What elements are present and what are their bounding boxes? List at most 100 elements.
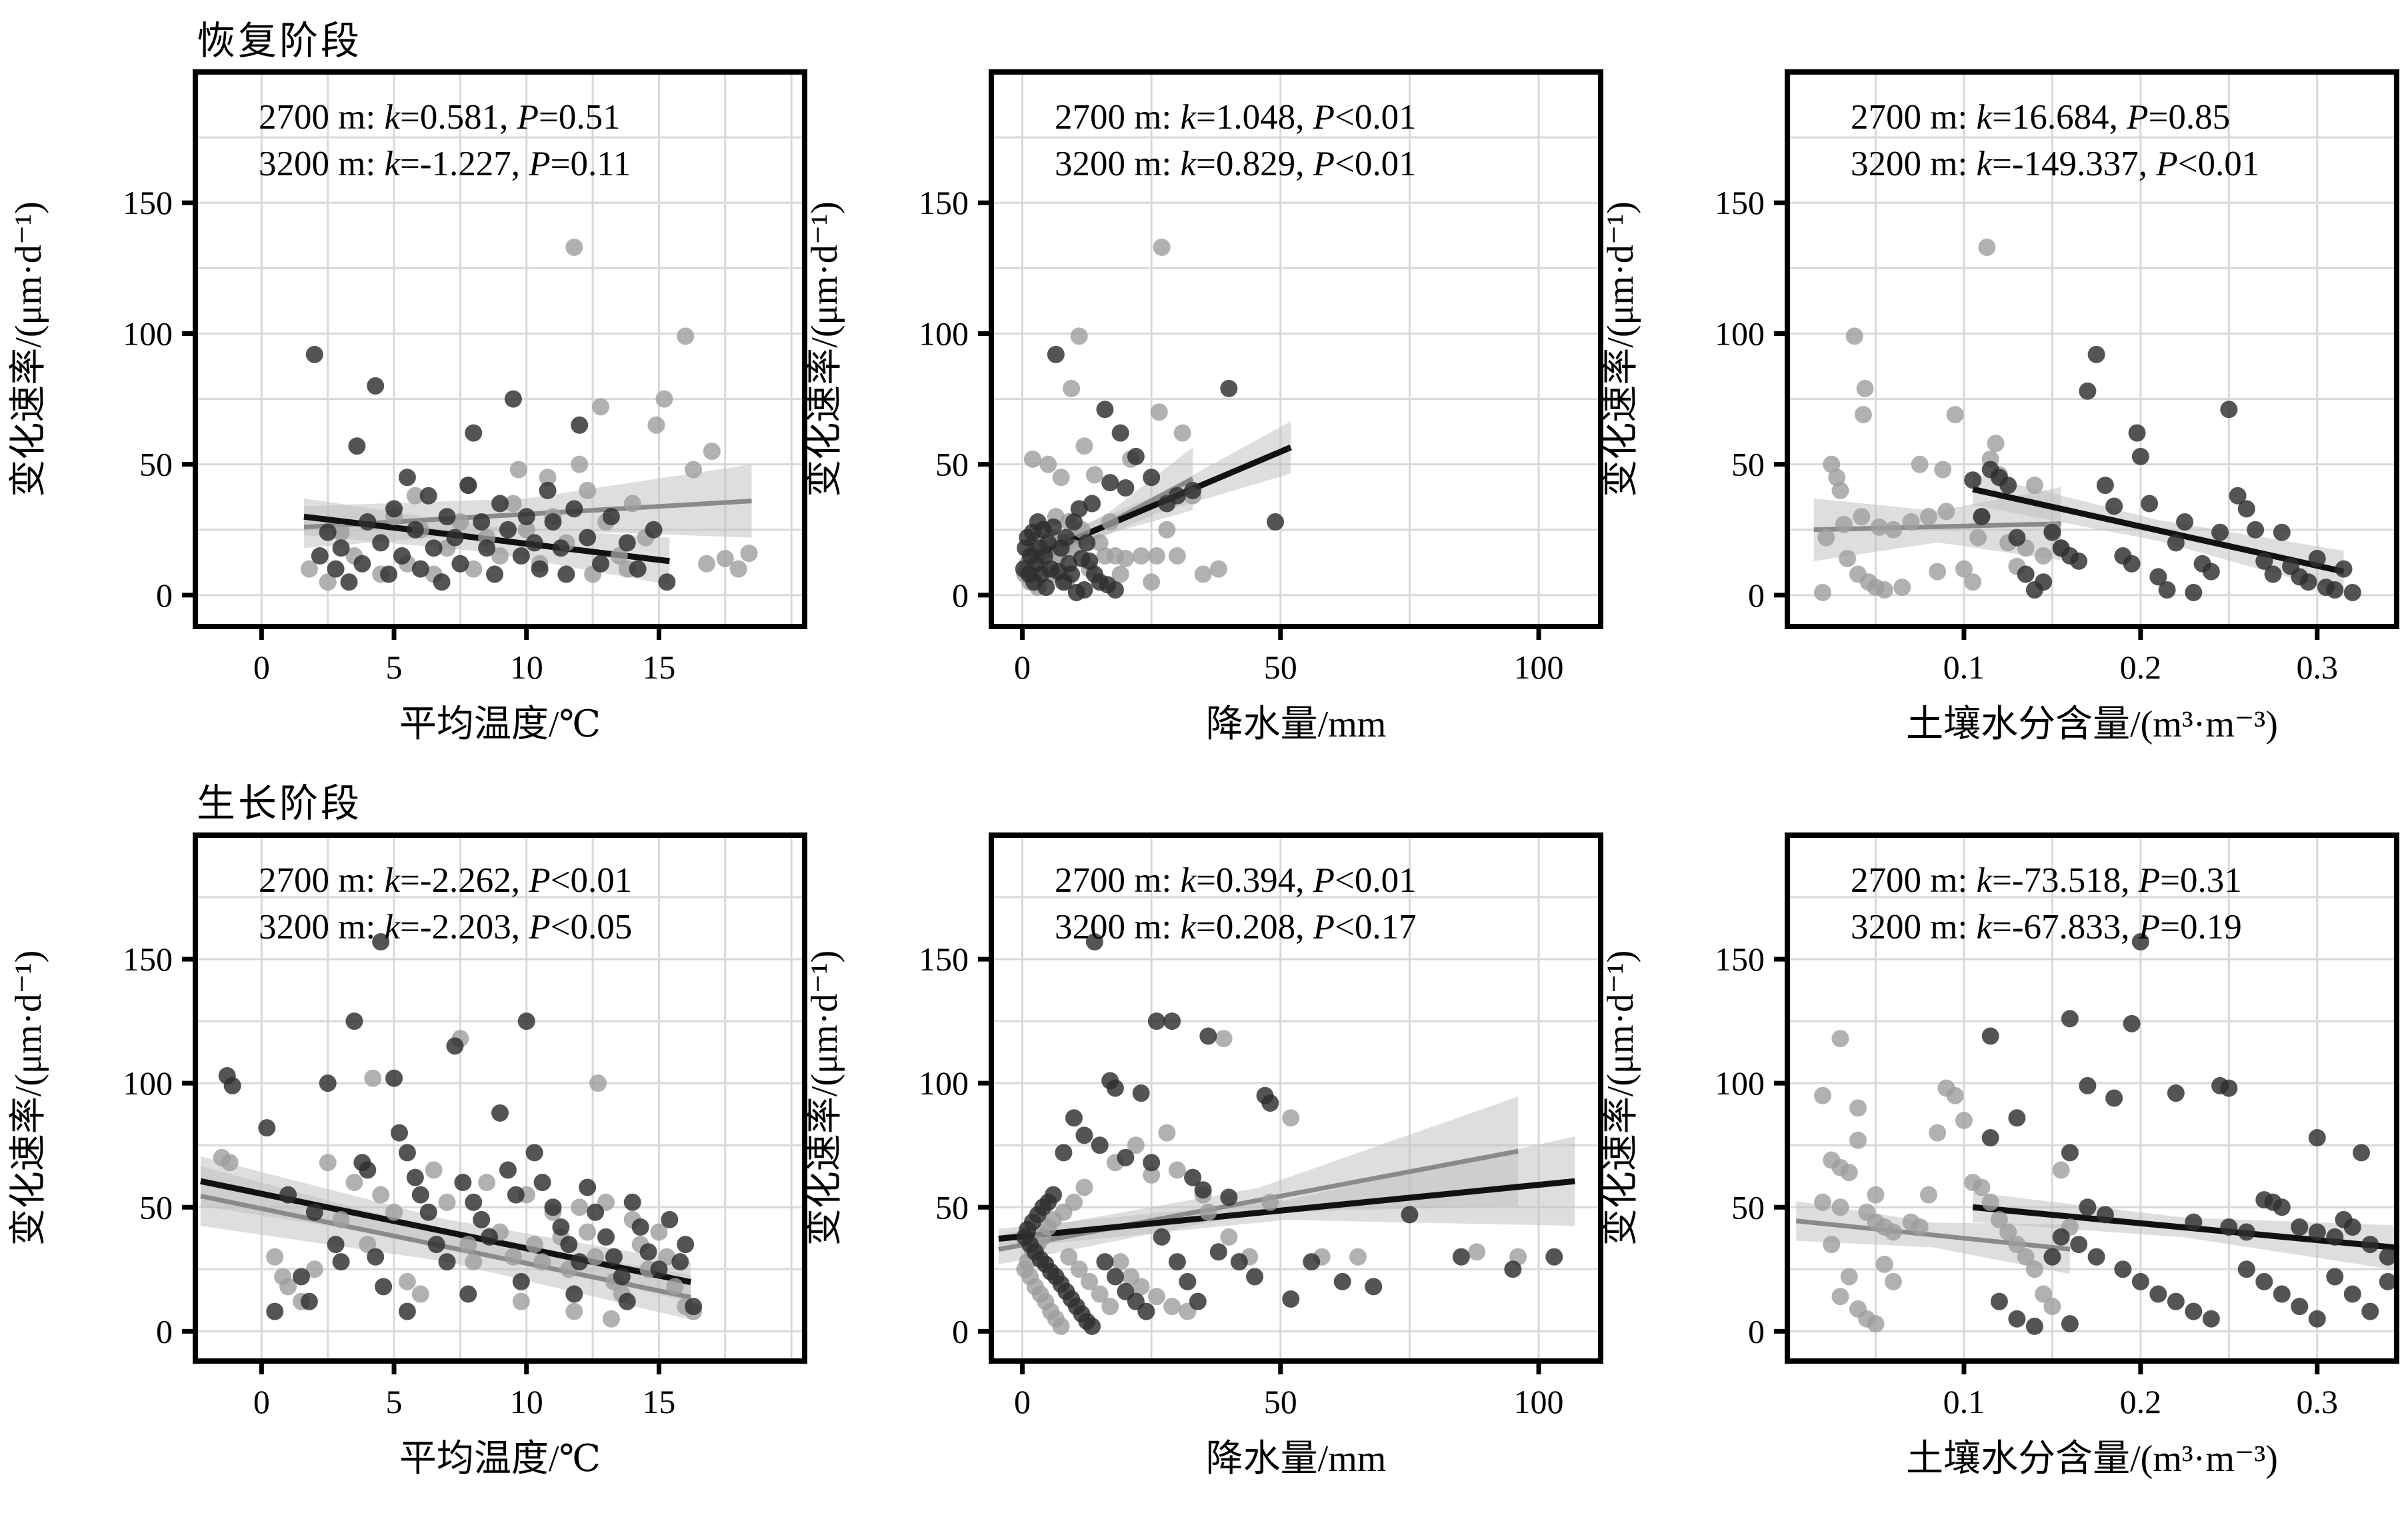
scatter-point-2700m bbox=[677, 327, 695, 345]
scatter-point-2700m bbox=[589, 1074, 607, 1092]
scatter-point-3200m bbox=[2308, 1223, 2326, 1241]
y-tick-label: 150 bbox=[1715, 940, 1765, 978]
x-tick-label: 0 bbox=[1014, 649, 1031, 686]
scatter-point-3200m bbox=[486, 565, 504, 583]
scatter-point-3200m bbox=[1981, 1027, 1999, 1045]
scatter-point-3200m bbox=[2185, 1213, 2203, 1231]
scatter-point-2700m bbox=[1063, 379, 1081, 397]
scatter-point-2700m bbox=[1823, 455, 1841, 473]
scatter-point-3200m bbox=[1106, 1079, 1124, 1097]
scatter-point-2700m bbox=[509, 461, 527, 479]
scatter-point-2700m bbox=[685, 461, 703, 479]
scatter-point-3200m bbox=[639, 1243, 657, 1261]
scatter-point-2700m bbox=[1132, 547, 1150, 565]
scatter-point-3200m bbox=[2326, 1228, 2344, 1246]
scatter-point-2700m bbox=[1199, 1203, 1217, 1221]
y-tick-label: 100 bbox=[919, 1064, 969, 1102]
scatter-point-3200m bbox=[385, 1069, 403, 1087]
scatter-point-2700m bbox=[1023, 450, 1041, 468]
scatter-point-3200m bbox=[433, 573, 451, 591]
scatter-point-3200m bbox=[571, 416, 589, 434]
scatter-point-3200m bbox=[2361, 1302, 2379, 1320]
x-tick-label: 0.1 bbox=[1943, 649, 1985, 686]
scatter-point-3200m bbox=[1303, 1253, 1321, 1271]
scatter-point-2700m bbox=[623, 495, 641, 513]
scatter-point-2700m bbox=[1831, 1288, 1849, 1306]
y-tick-label: 150 bbox=[919, 184, 969, 221]
scatter-point-3200m bbox=[499, 521, 517, 539]
scatter-point-3200m bbox=[266, 1302, 284, 1320]
scatter-point-2700m bbox=[517, 521, 535, 539]
x-tick-label: 0.3 bbox=[2297, 649, 2339, 686]
scatter-point-3200m bbox=[517, 508, 535, 526]
scatter-point-2700m bbox=[592, 398, 610, 416]
scatter-point-2700m bbox=[465, 560, 483, 578]
chart-panel-growth-precipitation: 0 50 100 0 50 100 150 降水量/mm 变化速率/(μm·d⁻¹) 2700 m… bbox=[804, 832, 1603, 1480]
axis-ticks: 0 50 100 0 50 100 150 bbox=[919, 940, 1564, 1420]
scatter-point-3200m bbox=[1037, 579, 1055, 597]
scatter-point-2700m bbox=[1111, 565, 1129, 583]
scatter-point-3200m bbox=[427, 1236, 445, 1254]
scatter-point-3200m bbox=[1365, 1278, 1383, 1296]
stats-annotation-line: 2700 m: k=0.394, P<0.01 bbox=[1055, 861, 1417, 900]
scatter-point-3200m bbox=[2255, 1272, 2273, 1290]
scatter-point-3200m bbox=[2211, 523, 2229, 541]
scatter-point-2700m bbox=[1929, 1124, 1947, 1142]
scatter-point-3200m bbox=[372, 534, 390, 552]
scatter-point-2700m bbox=[602, 1310, 620, 1328]
scatter-point-3200m bbox=[2255, 552, 2273, 570]
scatter-point-3200m bbox=[2273, 1198, 2291, 1216]
scatter-point-2700m bbox=[1209, 560, 1227, 578]
scatter-point-3200m bbox=[1168, 487, 1186, 505]
x-tick-label: 5 bbox=[386, 649, 403, 686]
scatter-point-3200m bbox=[327, 1236, 345, 1254]
scatter-point-2700m bbox=[1946, 406, 1964, 424]
scatter-point-2700m bbox=[666, 1278, 684, 1296]
scatter-point-2700m bbox=[465, 1253, 483, 1271]
chart-panel-recovery-soil-moisture: 0.1 0.2 0.3 0 50 100 150 土壤水分含量/(m³·m⁻³) 变化速率/(μ… bbox=[1600, 69, 2399, 745]
scatter-point-2700m bbox=[305, 1260, 323, 1278]
scatter-point-2700m bbox=[533, 1253, 551, 1271]
trend-band-3200m bbox=[1973, 1192, 2397, 1270]
x-axis-title: 土壤水分含量/(m³·m⁻³) bbox=[1906, 704, 2278, 745]
scatter-point-2700m bbox=[1955, 560, 1973, 578]
scatter-point-3200m bbox=[1085, 933, 1103, 951]
scatter-point-3200m bbox=[631, 1218, 649, 1236]
scatter-point-3200m bbox=[1047, 345, 1065, 363]
scatter-point-2700m bbox=[459, 1236, 477, 1254]
figure-root: 恢复阶段 生长阶段 0 5 10 15 0 50 100 150 平均温度/℃ 变化速率/(μm·… bbox=[8, 19, 2399, 1480]
scatter-point-3200m bbox=[223, 1076, 241, 1094]
scatter-point-2700m bbox=[1831, 481, 1849, 499]
scatter-point-3200m bbox=[1106, 1268, 1124, 1286]
scatter-point-3200m bbox=[2273, 523, 2291, 541]
scatter-point-2700m bbox=[610, 547, 628, 565]
scatter-point-3200m bbox=[623, 1193, 641, 1211]
scatter-point-2700m bbox=[1840, 1268, 1858, 1286]
plot-border bbox=[989, 832, 1603, 1364]
scatter-point-2700m bbox=[2043, 1298, 2061, 1316]
scatter-point-3200m bbox=[618, 1292, 636, 1310]
scatter-point-3200m bbox=[592, 555, 610, 573]
scatter-point-3200m bbox=[2079, 1198, 2097, 1216]
y-axis-title: 变化速率/(μm·d⁻¹) bbox=[8, 950, 49, 1246]
scatter-point-3200m bbox=[348, 437, 366, 455]
scatter-point-3200m bbox=[380, 565, 398, 583]
scatter-point-3200m bbox=[602, 508, 620, 526]
scatter-point-2700m bbox=[539, 469, 557, 487]
scatter-point-3200m bbox=[305, 345, 323, 363]
scatter-point-2700m bbox=[385, 1203, 403, 1221]
scatter-point-2700m bbox=[364, 1069, 382, 1087]
scatter-point-3200m bbox=[372, 933, 390, 951]
scatter-point-2700m bbox=[1143, 1166, 1161, 1184]
scatter-point-3200m bbox=[517, 1012, 535, 1030]
scatter-point-3200m bbox=[533, 1174, 551, 1192]
scatter-point-2700m bbox=[2008, 1236, 2026, 1254]
x-axis-title: 平均温度/℃ bbox=[399, 704, 601, 745]
scatter-point-3200m bbox=[473, 513, 491, 531]
scatter-point-3200m bbox=[557, 565, 575, 583]
scatter-point-2700m bbox=[1911, 1218, 1929, 1236]
scatter-point-3200m bbox=[367, 1248, 385, 1266]
stats-annotation-line: 2700 m: k=-73.518, P=0.31 bbox=[1851, 861, 2242, 900]
scatter-point-2700m bbox=[1867, 1315, 1885, 1333]
